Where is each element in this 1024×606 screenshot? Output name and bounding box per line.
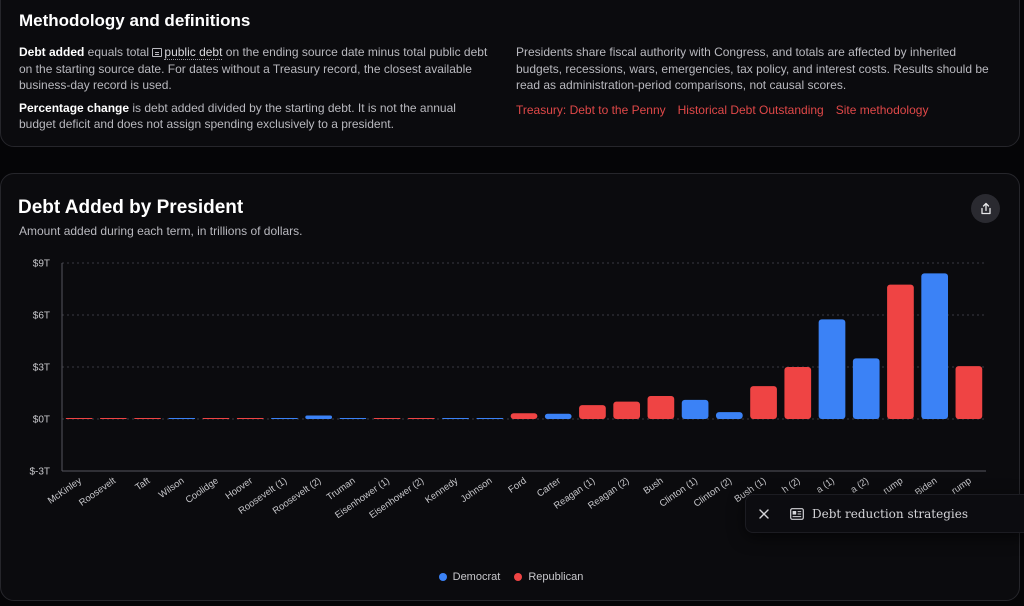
- y-tick-label: $6T: [33, 311, 50, 322]
- bar[interactable]: [99, 418, 127, 419]
- legend-label-democrat: Democrat: [452, 571, 501, 583]
- methodology-caveat: Presidents share fiscal authority with C…: [516, 45, 989, 92]
- link-treasury-debt-to-penny[interactable]: Treasury: Debt to the Penny: [516, 102, 666, 117]
- bar[interactable]: [134, 418, 161, 419]
- x-tick-label: a (1): [814, 475, 836, 495]
- x-tick-label: Ford: [506, 475, 528, 495]
- x-tick-label: a (2): [849, 475, 871, 495]
- bar[interactable]: [613, 401, 641, 419]
- x-tick-label: Taft: [133, 475, 152, 493]
- bar[interactable]: [887, 284, 914, 419]
- bar[interactable]: [784, 367, 812, 419]
- methodology-left-column: Debt added equals total public debt on t…: [19, 44, 489, 139]
- bar[interactable]: [750, 386, 777, 419]
- link-site-methodology[interactable]: Site methodology: [835, 102, 929, 117]
- chart-card: Debt Added by President Amount added dur…: [0, 173, 1020, 601]
- bar[interactable]: [271, 418, 298, 419]
- x-tick-label: Clinton (2): [692, 475, 734, 509]
- methodology-card: Methodology and definitions Debt added e…: [0, 0, 1020, 147]
- link-historical-debt-outstanding[interactable]: Historical Debt Outstanding: [677, 102, 824, 117]
- legend-swatch-republican: [514, 573, 523, 581]
- chart-subtitle: Amount added during each term, in trilli…: [19, 224, 303, 238]
- toast-close-button[interactable]: [746, 494, 782, 533]
- legend-swatch-democrat: [438, 573, 447, 581]
- methodology-title: Methodology and definitions: [19, 11, 251, 30]
- source-links: Treasury: Debt to the Penny Historical De…: [516, 102, 996, 119]
- y-tick-label: $0T: [33, 415, 50, 426]
- x-tick-label: Bush: [642, 475, 666, 496]
- bar[interactable]: [921, 273, 949, 419]
- x-tick-label: Wilson: [157, 475, 187, 500]
- x-tick-label: Carter: [535, 475, 563, 499]
- bar[interactable]: [510, 413, 538, 419]
- bar[interactable]: [955, 366, 983, 419]
- bar[interactable]: [681, 399, 709, 419]
- debt-added-definition: Debt added equals total public debt on t…: [19, 45, 488, 92]
- percentage-change-definition: Percentage change is debt added divided …: [19, 100, 456, 132]
- bar[interactable]: [202, 418, 230, 419]
- chart-title: Debt Added by President: [18, 197, 244, 218]
- legend-label-republican: Republican: [528, 571, 584, 583]
- bar[interactable]: [339, 418, 367, 419]
- x-tick-label: Kennedy: [423, 475, 460, 506]
- share-button[interactable]: [971, 194, 1000, 223]
- related-article-toast[interactable]: Debt reduction strategies: [745, 494, 1024, 533]
- bar[interactable]: [305, 415, 333, 419]
- bar[interactable]: [852, 358, 880, 419]
- bar[interactable]: [65, 418, 93, 419]
- percentage-change-term: Percentage change: [19, 100, 130, 115]
- bar[interactable]: [647, 395, 675, 419]
- bar[interactable]: [373, 418, 401, 419]
- bar[interactable]: [715, 412, 743, 419]
- bar[interactable]: [818, 319, 846, 419]
- chart-legend: Democrat Republican: [1, 571, 1021, 583]
- y-tick-label: $9T: [33, 259, 50, 270]
- bar[interactable]: [442, 418, 469, 419]
- bar[interactable]: [236, 418, 264, 419]
- document-icon: [790, 507, 804, 520]
- bar[interactable]: [407, 418, 435, 419]
- share-icon: [980, 202, 991, 214]
- methodology-right-column: Presidents share fiscal authority with C…: [516, 44, 996, 118]
- glossary-icon: [152, 48, 163, 57]
- public-debt-link[interactable]: public debt: [164, 45, 223, 60]
- debt-added-term: Debt added: [19, 45, 85, 59]
- bar[interactable]: [579, 405, 606, 419]
- y-tick-label: $-3T: [29, 467, 50, 478]
- x-tick-label: Johnson: [459, 475, 495, 505]
- bar[interactable]: [476, 418, 504, 419]
- toast-text: Debt reduction strategies: [812, 506, 969, 521]
- legend-item-republican[interactable]: Republican: [514, 571, 583, 583]
- legend-item-democrat[interactable]: Democrat: [438, 571, 501, 583]
- y-tick-label: $3T: [33, 363, 50, 374]
- x-tick-label: h (2): [780, 475, 802, 495]
- close-icon: [759, 508, 769, 519]
- bar[interactable]: [168, 418, 196, 419]
- x-tick-label: Coolidge: [184, 475, 221, 506]
- bar[interactable]: [544, 413, 572, 419]
- x-tick-label: Roosevelt: [77, 475, 118, 508]
